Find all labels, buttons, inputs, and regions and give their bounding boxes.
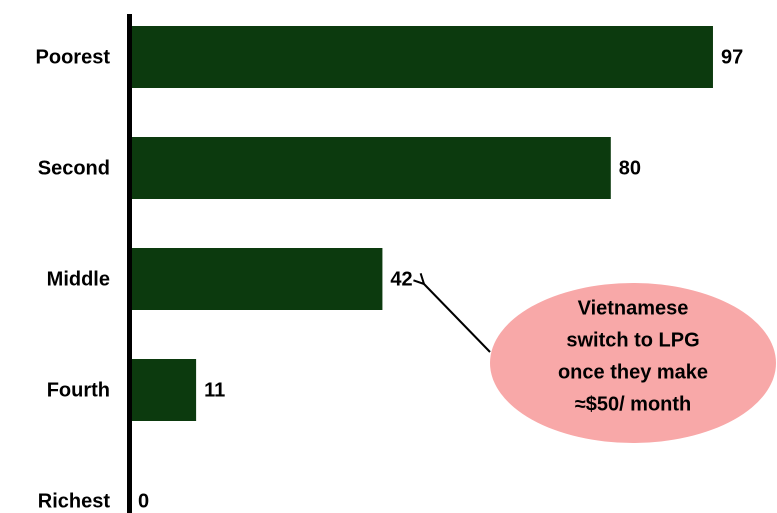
bar (130, 137, 611, 199)
category-label: Fourth (47, 379, 110, 401)
value-label: 42 (390, 268, 412, 290)
callout-arrow (424, 284, 491, 353)
value-label: 0 (138, 490, 149, 512)
category-label: Second (38, 157, 110, 179)
callout-bubble (490, 283, 776, 443)
category-label: Middle (47, 268, 110, 290)
value-label: 80 (619, 157, 641, 179)
bar (130, 359, 197, 421)
callout-text: ≈$50/ month (575, 393, 692, 415)
callout-text: once they make (558, 361, 708, 383)
callout-text: Vietnamese (578, 297, 689, 319)
value-label: 97 (721, 46, 743, 68)
axis-line (127, 14, 132, 513)
value-label: 11 (204, 379, 225, 401)
category-label: Richest (38, 490, 111, 512)
callout-text: switch to LPG (566, 329, 699, 351)
category-label: Poorest (36, 46, 111, 68)
bar (130, 248, 383, 310)
bar (130, 26, 713, 88)
